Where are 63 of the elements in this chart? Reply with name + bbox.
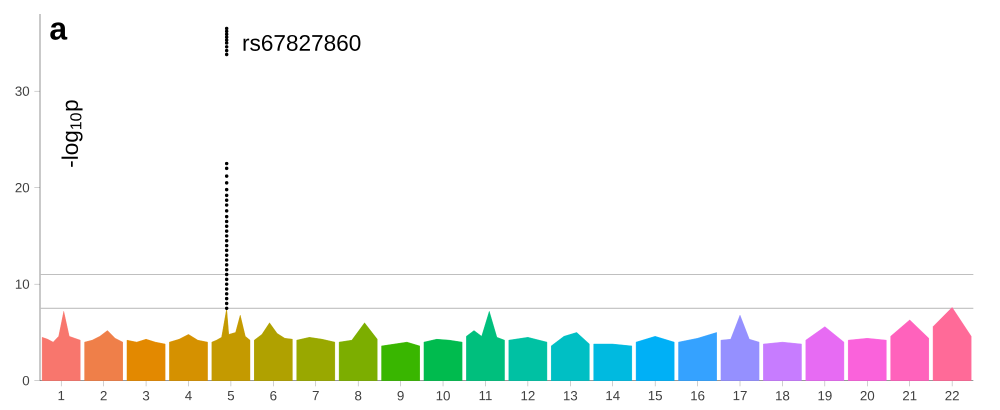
y-tick-label: 10 [16,279,30,289]
point [224,282,228,286]
annotation: a [50,22,68,40]
x-tick-label: 19 [818,391,832,400]
point [224,203,228,207]
point [224,45,228,49]
point [224,292,228,296]
point [224,224,228,228]
x-tick-label: 14 [606,391,620,400]
point [224,296,228,300]
point [224,198,228,202]
point [224,188,228,192]
x-tick-label: 13 [564,391,578,400]
point [224,258,228,262]
x-tick-label: 21 [902,391,916,400]
x-tick-label: 18 [776,391,790,400]
point [224,254,228,257]
point [224,194,228,198]
x-tick-label: 15 [648,391,662,400]
point [224,26,228,30]
x-tick-label: 1 [58,391,64,400]
x-tick-label: 4 [185,391,192,400]
point [224,306,228,310]
point [224,229,228,233]
point [224,181,228,185]
point [224,41,228,45]
x-tick-label: 8 [355,391,362,400]
point [224,263,228,267]
point [224,162,228,166]
x-tick-label: 7 [312,391,319,400]
x-tick-label: 22 [945,391,959,400]
point [224,239,228,242]
point [224,174,228,178]
point [224,244,228,248]
point [224,234,228,238]
x-tick-label: 9 [398,391,404,400]
x-tick-label: 10 [436,391,450,400]
x-tick-label: 6 [270,391,276,400]
point [224,214,228,218]
x-tick-label: 5 [228,391,234,400]
point [224,302,228,306]
point [224,166,228,170]
point [224,52,228,56]
x-tick-label: 20 [860,391,874,400]
point [224,278,228,282]
annotation: rs67827860 [244,34,360,51]
point [224,287,228,291]
x-tick-label: 16 [691,391,704,400]
point [224,209,228,213]
x-tick-label: 12 [522,391,535,400]
point [224,248,228,252]
x-tick-label: 3 [142,391,150,400]
x-tick-label: 11 [480,391,492,400]
point [224,272,228,276]
x-tick-label: 2 [100,391,107,400]
y-tick-label: 30 [15,86,30,96]
y-tick-label: 0 [22,376,30,386]
x-tick-label: 17 [734,391,747,400]
y-tick-label: 20 [16,182,30,192]
point [224,268,228,272]
point [224,220,228,224]
y-axis-title: -log$_{10}$p [62,100,83,167]
point [224,48,228,52]
